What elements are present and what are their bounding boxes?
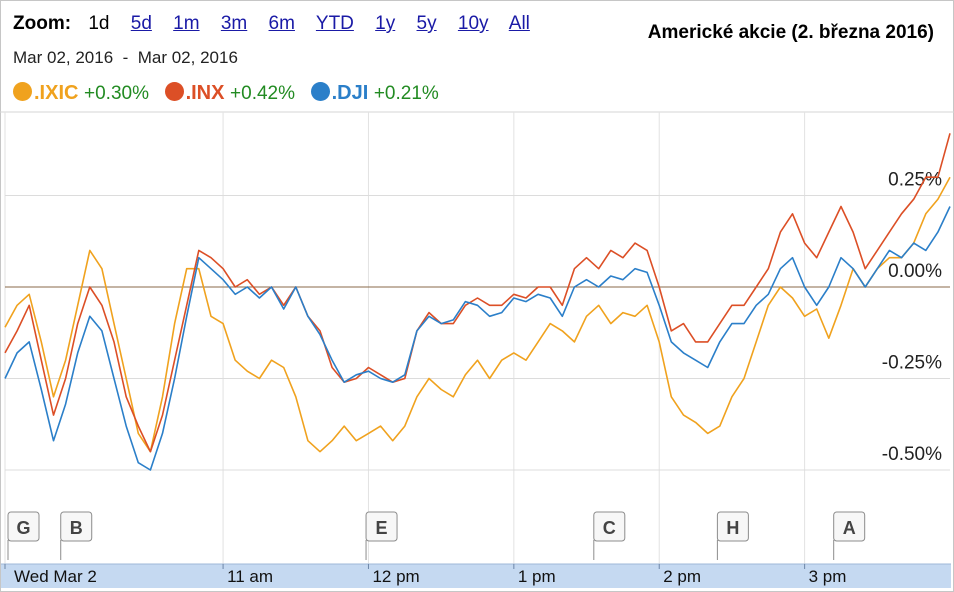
x-tick-label: 12 pm bbox=[372, 567, 419, 586]
zoom-option-1m[interactable]: 1m bbox=[173, 13, 200, 34]
legend: .IXIC +0.30% .INX +0.42% .DJI +0.21% bbox=[13, 82, 449, 105]
zoom-bar: Zoom: 1d 5d 1m 3m 6m YTD 1y 5y 10y All bbox=[13, 13, 546, 35]
legend-name: .IXIC bbox=[34, 82, 79, 104]
flag-label: B bbox=[70, 518, 83, 538]
y-tick-label: -0.50% bbox=[882, 444, 942, 465]
flag-box bbox=[716, 511, 749, 542]
x-tick-label: Wed Mar 2 bbox=[14, 567, 97, 586]
x-tick-label: 3 pm bbox=[809, 567, 847, 586]
y-tick-label: -0.25% bbox=[882, 353, 942, 374]
flag-box bbox=[7, 511, 40, 542]
legend-dot-icon bbox=[13, 82, 32, 101]
x-tick-label: 1 pm bbox=[518, 567, 556, 586]
legend-name: .DJI bbox=[331, 82, 369, 104]
x-tick-label: 2 pm bbox=[663, 567, 701, 586]
series-line-ixic bbox=[4, 176, 951, 453]
zoom-option-ytd[interactable]: YTD bbox=[315, 13, 354, 34]
y-tick-label: 0.25% bbox=[888, 170, 942, 191]
series-line-dji bbox=[4, 206, 951, 471]
zoom-label: Zoom: bbox=[13, 13, 72, 34]
legend-change: +0.30% bbox=[84, 83, 149, 104]
date-range: Mar 02, 2016 - Mar 02, 2016 bbox=[13, 48, 238, 67]
zoom-option-1y[interactable]: 1y bbox=[375, 13, 396, 34]
flag-label: H bbox=[726, 518, 739, 538]
zoom-option-1d[interactable]: 1d bbox=[88, 13, 110, 34]
y-tick-label: 0.00% bbox=[888, 261, 942, 282]
zoom-option-5d[interactable]: 5d bbox=[130, 13, 152, 34]
legend-item-inx[interactable]: .INX +0.42% bbox=[164, 82, 301, 104]
legend-name: .INX bbox=[185, 82, 225, 104]
legend-change: +0.21% bbox=[373, 83, 439, 104]
flag-box bbox=[593, 511, 626, 542]
legend-dot-icon bbox=[310, 82, 330, 101]
flag-label: G bbox=[16, 518, 30, 538]
legend-item-ixic[interactable]: .IXIC +0.30% bbox=[13, 82, 155, 104]
flag-box bbox=[833, 511, 866, 542]
chart-title: Americké akcie (2. března 2016) bbox=[647, 22, 934, 43]
flag-label: C bbox=[603, 518, 616, 538]
flag-label: E bbox=[376, 518, 388, 538]
legend-dot-icon bbox=[164, 82, 184, 101]
series-line-inx bbox=[4, 133, 951, 453]
flag-box bbox=[60, 511, 93, 542]
zoom-option-6m[interactable]: 6m bbox=[268, 13, 295, 34]
zoom-option-5y[interactable]: 5y bbox=[416, 13, 437, 34]
x-axis-band bbox=[1, 564, 951, 588]
flag-box bbox=[365, 511, 398, 542]
zoom-option-10y[interactable]: 10y bbox=[457, 13, 489, 34]
legend-change: +0.42% bbox=[230, 83, 296, 104]
flag-label: A bbox=[843, 518, 856, 538]
zoom-option-3m[interactable]: 3m bbox=[220, 13, 248, 34]
legend-item-dji[interactable]: .DJI +0.21% bbox=[310, 82, 439, 104]
zoom-option-all[interactable]: All bbox=[508, 13, 530, 34]
x-tick-label: 11 am bbox=[227, 567, 273, 586]
